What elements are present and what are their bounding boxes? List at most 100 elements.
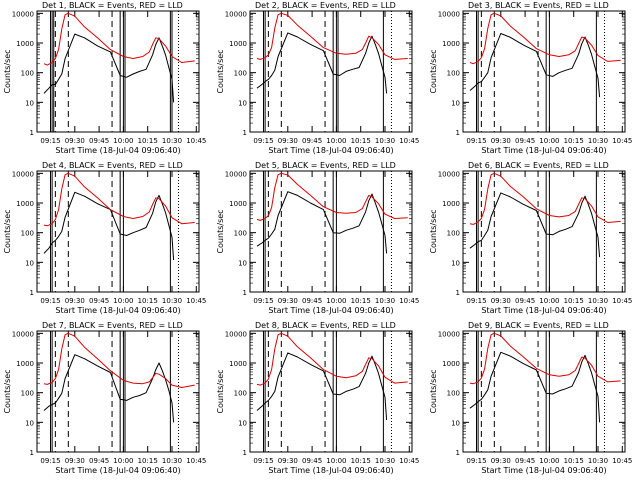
y-tick-label: 100	[447, 230, 460, 238]
x-tick-label: 10:15	[564, 297, 584, 305]
x-tick-label: 10:00	[113, 457, 133, 465]
panel-title: Det 7, BLACK = Events, RED = LLD	[42, 321, 183, 330]
y-tick-label: 1000	[229, 40, 247, 48]
y-tick-label: 1	[30, 289, 34, 297]
x-tick-label: 09:45	[89, 297, 109, 305]
y-tick-label: 100	[21, 70, 34, 78]
x-tick-label: 09:45	[302, 297, 322, 305]
x-axis-label: Start Time (18-Jul-04 09:06:40)	[55, 306, 180, 315]
x-tick-label: 10:45	[612, 457, 632, 465]
x-tick-label: 09:15	[466, 457, 486, 465]
panel-title: Det 8, BLACK = Events, RED = LLD	[255, 321, 396, 330]
x-tick-label: 09:45	[89, 457, 109, 465]
x-tick-label: 10:45	[186, 297, 206, 305]
y-tick-label: 100	[234, 230, 247, 238]
y-tick-label: 10000	[12, 10, 34, 18]
x-tick-label: 10:15	[351, 137, 371, 145]
x-tick-label: 10:15	[138, 457, 158, 465]
detector-panel: Det 9, BLACK = Events, RED = LLD Counts/s…	[429, 321, 632, 475]
y-tick-label: 10000	[438, 170, 460, 178]
x-axis-label: Start Time (18-Jul-04 09:06:40)	[268, 306, 393, 315]
y-tick-label: 100	[234, 70, 247, 78]
x-tick-label: 10:00	[539, 297, 559, 305]
y-axis-label: Counts/sec	[429, 49, 438, 93]
panel-title: Det 2, BLACK = Events, RED = LLD	[255, 1, 396, 10]
panel-title: Det 9, BLACK = Events, RED = LLD	[468, 321, 609, 330]
y-tick-label: 10	[25, 419, 34, 427]
plot-frame	[36, 170, 200, 293]
y-tick-label: 10	[238, 259, 247, 267]
x-tick-label: 09:15	[40, 297, 60, 305]
x-axis-label: Start Time (18-Jul-04 09:06:40)	[481, 466, 606, 475]
plot-frame	[249, 10, 413, 133]
x-tick-label: 09:15	[40, 457, 60, 465]
x-tick-label: 10:30	[588, 137, 608, 145]
events-series-line	[43, 354, 175, 423]
plot-frame	[462, 170, 626, 293]
lld-series-line	[469, 172, 621, 225]
plot-frame	[462, 330, 626, 453]
y-tick-label: 1	[456, 129, 460, 137]
events-series-line	[256, 191, 388, 254]
x-tick-label: 10:30	[588, 297, 608, 305]
x-tick-label: 10:30	[162, 137, 182, 145]
x-tick-label: 10:45	[612, 137, 632, 145]
events-series-line	[469, 33, 601, 98]
x-tick-label: 09:45	[515, 457, 535, 465]
events-series-line	[469, 192, 601, 258]
detector-panel: Det 4, BLACK = Events, RED = LLD Counts/s…	[3, 161, 206, 315]
y-tick-label: 10	[238, 419, 247, 427]
x-tick-label: 09:30	[278, 457, 298, 465]
y-axis-label: Counts/sec	[216, 49, 225, 93]
x-tick-label: 09:45	[515, 137, 535, 145]
detector-panel: Det 7, BLACK = Events, RED = LLD Counts/s…	[3, 321, 206, 475]
x-tick-label: 09:30	[278, 297, 298, 305]
x-axis-label: Start Time (18-Jul-04 09:06:40)	[481, 146, 606, 155]
panel-title: Det 4, BLACK = Events, RED = LLD	[42, 161, 183, 170]
y-tick-label: 1000	[442, 40, 460, 48]
x-tick-label: 09:30	[65, 297, 85, 305]
lld-series-line	[469, 12, 621, 65]
x-tick-label: 09:15	[253, 457, 273, 465]
x-tick-label: 10:45	[612, 297, 632, 305]
y-axis-label: Counts/sec	[3, 49, 12, 93]
detector-panel: Det 6, BLACK = Events, RED = LLD Counts/s…	[429, 161, 632, 315]
detector-panel: Det 2, BLACK = Events, RED = LLD Counts/s…	[216, 1, 419, 155]
plot-frame	[249, 330, 413, 453]
y-tick-label: 10000	[12, 170, 34, 178]
x-tick-label: 10:30	[375, 297, 395, 305]
lld-series-line	[256, 12, 408, 60]
y-tick-label: 1000	[442, 360, 460, 368]
y-axis-label: Counts/sec	[429, 369, 438, 413]
panel-title: Det 5, BLACK = Events, RED = LLD	[255, 161, 396, 170]
x-tick-label: 09:45	[302, 137, 322, 145]
detector-panel: Det 8, BLACK = Events, RED = LLD Counts/s…	[216, 321, 419, 475]
x-tick-label: 09:15	[40, 137, 60, 145]
y-tick-label: 1	[30, 449, 34, 457]
y-tick-label: 10000	[438, 10, 460, 18]
y-tick-label: 10	[238, 99, 247, 107]
x-tick-label: 10:45	[186, 137, 206, 145]
x-tick-label: 09:15	[253, 297, 273, 305]
y-axis-label: Counts/sec	[3, 209, 12, 253]
x-tick-label: 09:30	[491, 137, 511, 145]
events-series-line	[43, 33, 175, 103]
panel-title: Det 3, BLACK = Events, RED = LLD	[468, 1, 609, 10]
x-axis-label: Start Time (18-Jul-04 09:06:40)	[268, 466, 393, 475]
y-tick-label: 100	[21, 390, 34, 398]
x-tick-label: 10:00	[539, 457, 559, 465]
x-tick-label: 09:45	[302, 457, 322, 465]
detector-panel: Det 5, BLACK = Events, RED = LLD Counts/s…	[216, 161, 419, 315]
y-tick-label: 100	[234, 390, 247, 398]
events-series-line	[469, 351, 601, 423]
x-tick-label: 10:30	[162, 297, 182, 305]
x-tick-label: 10:45	[399, 457, 419, 465]
x-tick-label: 10:30	[588, 457, 608, 465]
events-series-line	[256, 352, 388, 421]
y-tick-label: 10000	[225, 330, 247, 338]
x-tick-label: 09:30	[491, 457, 511, 465]
y-tick-label: 10000	[12, 330, 34, 338]
y-axis-label: Counts/sec	[429, 209, 438, 253]
x-tick-label: 10:30	[375, 457, 395, 465]
